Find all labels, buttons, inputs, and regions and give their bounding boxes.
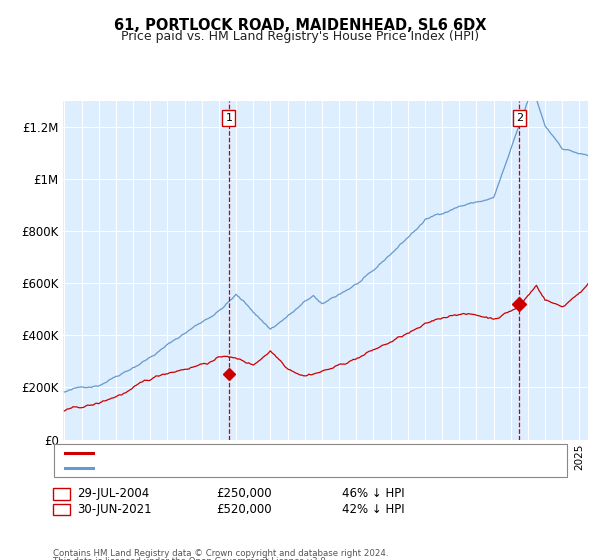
Text: Contains HM Land Registry data © Crown copyright and database right 2024.: Contains HM Land Registry data © Crown c… bbox=[53, 549, 388, 558]
Text: £520,000: £520,000 bbox=[216, 503, 272, 516]
Text: HPI: Average price, detached house, Windsor and Maidenhead: HPI: Average price, detached house, Wind… bbox=[97, 463, 409, 473]
Text: 61, PORTLOCK ROAD, MAIDENHEAD, SL6 6DX (detached house): 61, PORTLOCK ROAD, MAIDENHEAD, SL6 6DX (… bbox=[97, 447, 415, 458]
Text: 1: 1 bbox=[226, 113, 232, 123]
Text: Price paid vs. HM Land Registry's House Price Index (HPI): Price paid vs. HM Land Registry's House … bbox=[121, 30, 479, 43]
Text: 2: 2 bbox=[58, 503, 65, 516]
Text: 30-JUN-2021: 30-JUN-2021 bbox=[77, 503, 151, 516]
Text: 1: 1 bbox=[58, 487, 65, 501]
Text: 29-JUL-2004: 29-JUL-2004 bbox=[77, 487, 149, 501]
Text: 42% ↓ HPI: 42% ↓ HPI bbox=[342, 503, 404, 516]
Text: 61, PORTLOCK ROAD, MAIDENHEAD, SL6 6DX: 61, PORTLOCK ROAD, MAIDENHEAD, SL6 6DX bbox=[114, 18, 486, 33]
Text: This data is licensed under the Open Government Licence v3.0.: This data is licensed under the Open Gov… bbox=[53, 557, 328, 560]
Text: 46% ↓ HPI: 46% ↓ HPI bbox=[342, 487, 404, 501]
Text: 2: 2 bbox=[516, 113, 523, 123]
Text: £250,000: £250,000 bbox=[216, 487, 272, 501]
